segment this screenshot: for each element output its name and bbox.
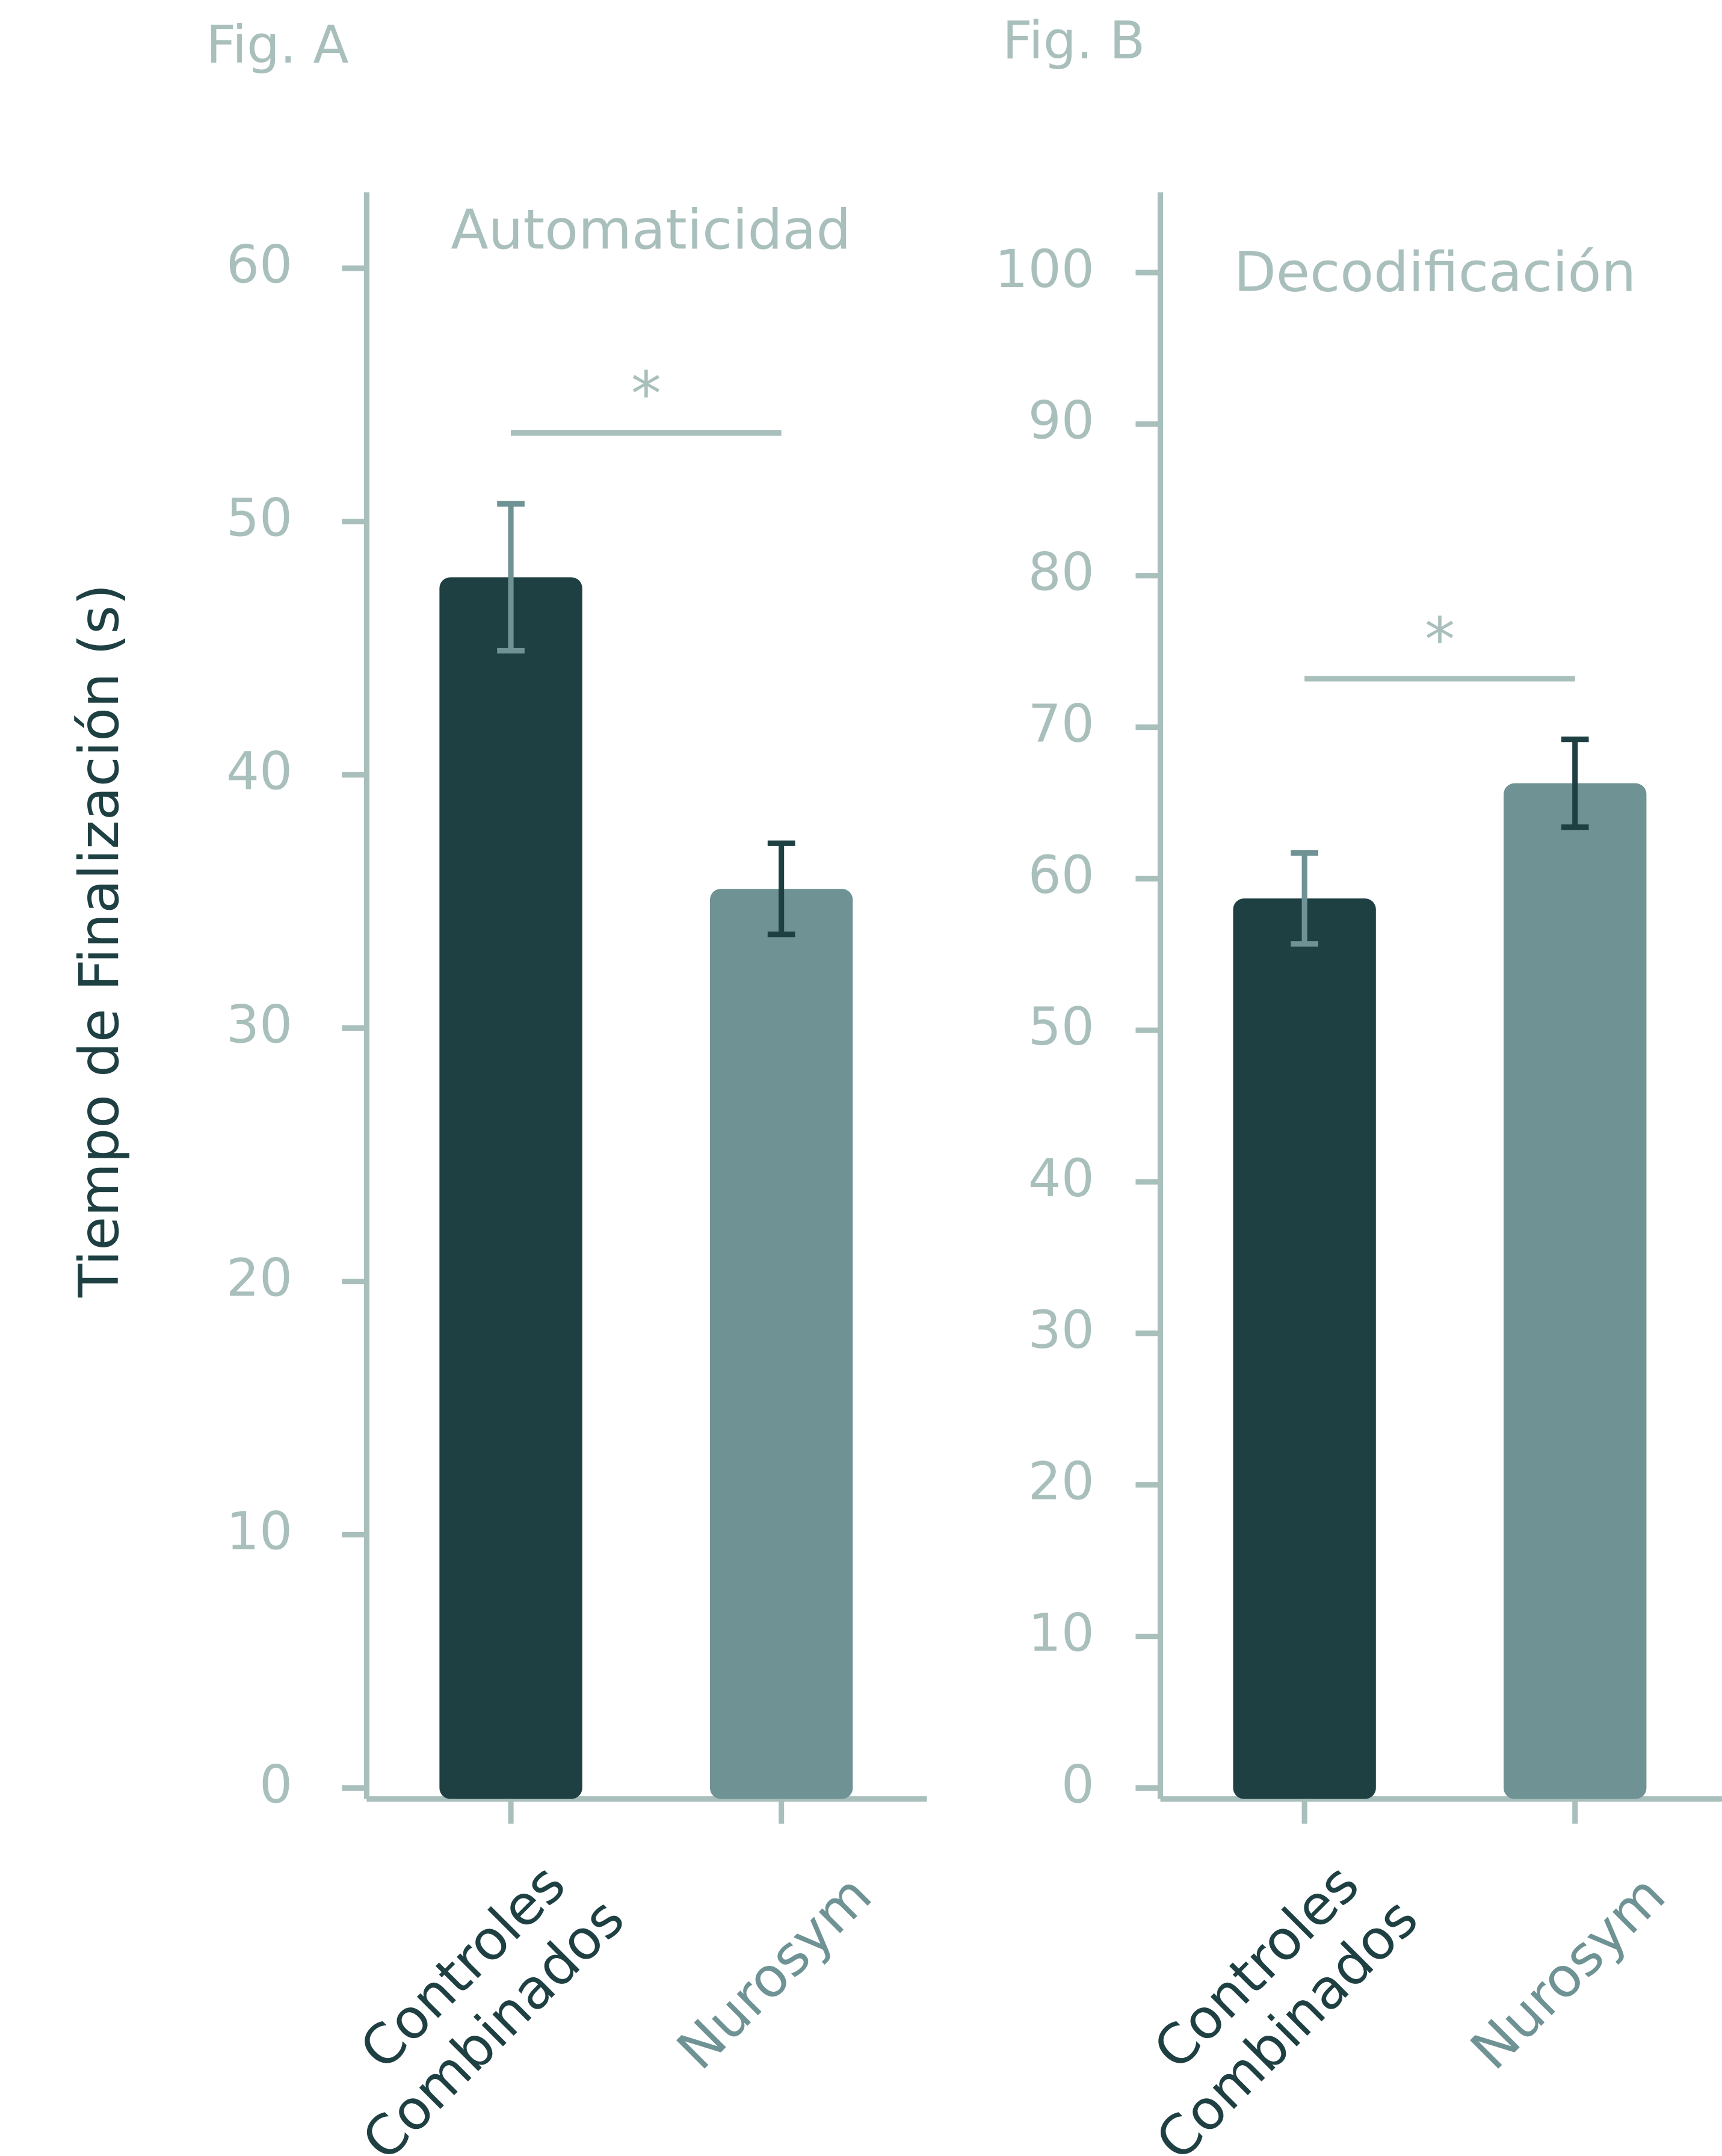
y-tick-label: 60 (226, 235, 292, 295)
figure-label: Fig. B (1002, 11, 1145, 71)
y-tick-label: 10 (1028, 1603, 1094, 1663)
error-bar (1291, 850, 1318, 947)
bar (439, 577, 582, 1799)
error-bar (497, 501, 525, 653)
significance-label: * (631, 359, 661, 430)
x-tick-label: Nurosym (1458, 1862, 1677, 2081)
y-tick-label: 20 (226, 1248, 292, 1308)
y-tick-label: 0 (259, 1755, 292, 1815)
y-axis-label: Tiempo de Finalización (s) (67, 584, 131, 1298)
y-tick-label: 20 (1028, 1452, 1094, 1512)
error-bar (767, 840, 795, 937)
chart-title: Decodificación (1234, 240, 1637, 304)
bar (709, 889, 853, 1799)
significance-label: * (1425, 605, 1455, 675)
chart-title: Automaticidad (451, 197, 851, 262)
y-tick-label: 40 (226, 742, 292, 802)
x-tick-label: Controles Combinados (303, 1839, 637, 2156)
y-tick-label: 30 (1028, 1300, 1094, 1361)
y-tick-label: 90 (1028, 391, 1094, 451)
y-tick-label: 50 (1028, 997, 1094, 1057)
error-bar (1561, 737, 1589, 830)
y-tick-label: 70 (1028, 694, 1094, 754)
figure-label: Fig. A (206, 15, 348, 75)
bar (1504, 783, 1647, 1799)
y-tick-label: 60 (1028, 845, 1094, 906)
bar (1233, 898, 1376, 1799)
y-tick-label: 100 (995, 239, 1094, 300)
x-tick-label: Controles Combinados (1097, 1839, 1430, 2156)
x-tick-label: Nurosym (665, 1862, 884, 2081)
y-tick-label: 10 (226, 1501, 292, 1561)
y-tick-label: 50 (226, 489, 292, 549)
y-tick-label: 40 (1028, 1149, 1094, 1209)
y-tick-label: 80 (1028, 543, 1094, 603)
y-tick-label: 0 (1061, 1755, 1094, 1815)
y-tick-label: 30 (226, 995, 292, 1055)
